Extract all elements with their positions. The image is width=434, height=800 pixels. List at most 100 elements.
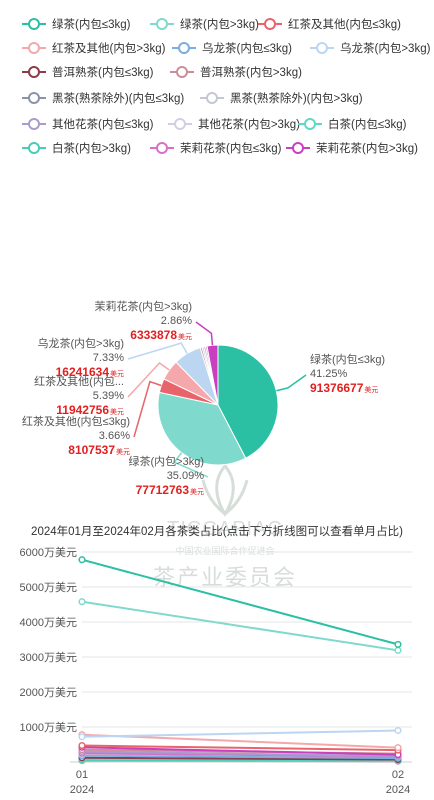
legend-label: 普洱熟茶(内包≤3kg) <box>52 67 154 79</box>
y-tick-label: 4000万美元 <box>20 616 77 629</box>
series-line[interactable] <box>81 750 399 758</box>
legend-label: 乌龙茶(内包≤3kg) <box>202 43 293 55</box>
x-tick-label: 02 <box>392 769 404 781</box>
watermark-logo-icon <box>201 463 249 517</box>
legend-item[interactable]: 红茶及其他(内包≤3kg) <box>258 14 401 34</box>
legend-label: 其他花茶(内包>3kg) <box>198 119 300 131</box>
pie-label-value: 6333878美元 <box>130 328 192 342</box>
legend-item[interactable]: 白茶(内包>3kg) <box>22 138 131 158</box>
pie-label-pct: 7.33% <box>93 352 124 364</box>
pie-label-pct: 35.09% <box>167 470 205 482</box>
pie-label-pct: 2.86% <box>161 315 192 327</box>
legend-marker-icon <box>22 66 46 78</box>
legend-marker-icon <box>258 18 282 30</box>
legend-label: 白茶(内包>3kg) <box>52 143 131 155</box>
y-tick-label: 5000万美元 <box>20 581 77 594</box>
legend-item[interactable]: 黑茶(熟茶除外)(内包≤3kg) <box>22 88 184 108</box>
legend-label: 其他花茶(内包≤3kg) <box>52 119 154 131</box>
legend-item[interactable]: 乌龙茶(内包≤3kg) <box>172 38 292 58</box>
pie-slice[interactable] <box>157 391 247 466</box>
pie-label-value: 16241634美元 <box>56 365 124 379</box>
series-point[interactable] <box>394 726 402 735</box>
series-line[interactable] <box>81 729 399 738</box>
series-line[interactable] <box>81 756 399 761</box>
legend-label: 黑茶(熟茶除外)(内包≤3kg) <box>52 93 185 105</box>
pie-label-name: 乌龙茶(内包>3kg) <box>38 336 125 350</box>
pie-label-value: 91376677美元 <box>310 381 378 395</box>
watermark-en: TICCAPIAC <box>167 518 283 540</box>
pie-label-pct: 3.66% <box>99 430 130 442</box>
series-line[interactable] <box>81 733 399 749</box>
legend-label: 红茶及其他(内包>3kg) <box>52 43 166 55</box>
line-chart-title: 2024年01月至2024年02月各茶类占比(点击下方折线图可以查看单月占比) <box>31 526 403 538</box>
y-tick-label: 3000万美元 <box>20 651 77 664</box>
x-tick-label: 2024 <box>386 784 410 796</box>
y-tick-label: 2000万美元 <box>20 686 77 699</box>
legend-item[interactable]: 绿茶(内包>3kg) <box>150 14 259 34</box>
legend-label: 茉莉花茶(内包>3kg) <box>316 143 418 155</box>
legend-item[interactable]: 普洱熟茶(内包≤3kg) <box>22 62 154 82</box>
pie-leader-line <box>173 452 209 478</box>
series-point[interactable] <box>394 744 402 752</box>
legend-marker-icon <box>200 92 224 104</box>
legend-marker-icon <box>150 18 174 30</box>
legend-item[interactable]: 绿茶(内包≤3kg) <box>22 14 131 34</box>
legend-label: 红茶及其他(内包≤3kg) <box>288 19 402 31</box>
series-line[interactable] <box>81 558 399 646</box>
legend-label: 白茶(内包≤3kg) <box>328 119 407 131</box>
legend-item[interactable]: 普洱熟茶(内包>3kg) <box>170 62 302 82</box>
pie-label-name: 红茶及其他(内包≤3kg) <box>22 414 130 428</box>
legend-marker-icon <box>22 142 46 154</box>
pie-leader-line <box>127 342 188 360</box>
watermark-cn: 中国农业国际合作促进会 <box>175 546 275 556</box>
legend-item[interactable]: 白茶(内包≤3kg) <box>298 114 407 134</box>
legend-marker-icon <box>172 42 196 54</box>
legend-item[interactable]: 其他花茶(内包≤3kg) <box>22 114 154 134</box>
pie-slice[interactable] <box>217 344 279 459</box>
legend-marker-icon <box>170 66 194 78</box>
series-line[interactable] <box>81 744 399 752</box>
legend-marker-icon <box>310 42 334 54</box>
legend-item[interactable]: 其他花茶(内包>3kg) <box>168 114 300 134</box>
pie-label-value: 11942756美元 <box>56 403 124 417</box>
pie-label-value: 8107537美元 <box>68 443 130 457</box>
legend-label: 普洱熟茶(内包>3kg) <box>200 67 302 79</box>
y-tick-label: 6000万美元 <box>20 546 77 559</box>
series-point[interactable] <box>78 742 86 750</box>
legend-item[interactable]: 茉莉花茶(内包≤3kg) <box>150 138 282 158</box>
legend-item[interactable]: 茉莉花茶(内包>3kg) <box>286 138 418 158</box>
series-line[interactable] <box>81 600 399 652</box>
line-chart[interactable]: 1000万美元 2000万美元 3000万美元 4000万美元 5000万美元 6000万… <box>0 540 434 800</box>
legend-marker-icon <box>22 92 46 104</box>
legend-label: 绿茶(内包>3kg) <box>180 19 259 31</box>
pie-label-value: 77712763美元 <box>136 483 204 497</box>
series-point[interactable] <box>78 598 86 606</box>
series-point[interactable] <box>78 556 86 564</box>
legend-marker-icon <box>22 18 46 30</box>
legend-item[interactable]: 乌龙茶(内包>3kg) <box>310 38 430 58</box>
legend-marker-icon <box>298 118 322 130</box>
legend-label: 绿茶(内包≤3kg) <box>52 19 131 31</box>
pie-label-pct: 5.39% <box>93 390 124 402</box>
y-tick-label: 1000万美元 <box>20 721 77 734</box>
legend-marker-icon <box>150 142 174 154</box>
legend-label: 黑茶(熟茶除外)(内包>3kg) <box>230 93 363 105</box>
series-point[interactable] <box>78 733 86 741</box>
legend-marker-icon <box>22 118 46 130</box>
x-tick-label: 2024 <box>70 784 94 796</box>
legend-item[interactable]: 黑茶(熟茶除外)(内包>3kg) <box>200 88 363 108</box>
series-line[interactable] <box>81 754 399 760</box>
series-point[interactable] <box>394 640 402 648</box>
legend-item[interactable]: 红茶及其他(内包>3kg) <box>22 38 165 58</box>
pie-label-name: 红茶及其他(内包... <box>34 374 124 388</box>
series-line[interactable] <box>81 746 399 756</box>
pie-leader-line <box>133 380 162 438</box>
series-point[interactable] <box>394 646 402 654</box>
pie-leader-line <box>276 374 307 392</box>
legend-marker-icon <box>168 118 192 130</box>
pie-label-name: 茉莉花茶(内包>3kg) <box>95 299 193 313</box>
pie-label-name: 绿茶(内包≤3kg) <box>310 352 385 366</box>
legend-marker-icon <box>22 42 46 54</box>
x-tick-label: 01 <box>76 769 88 781</box>
